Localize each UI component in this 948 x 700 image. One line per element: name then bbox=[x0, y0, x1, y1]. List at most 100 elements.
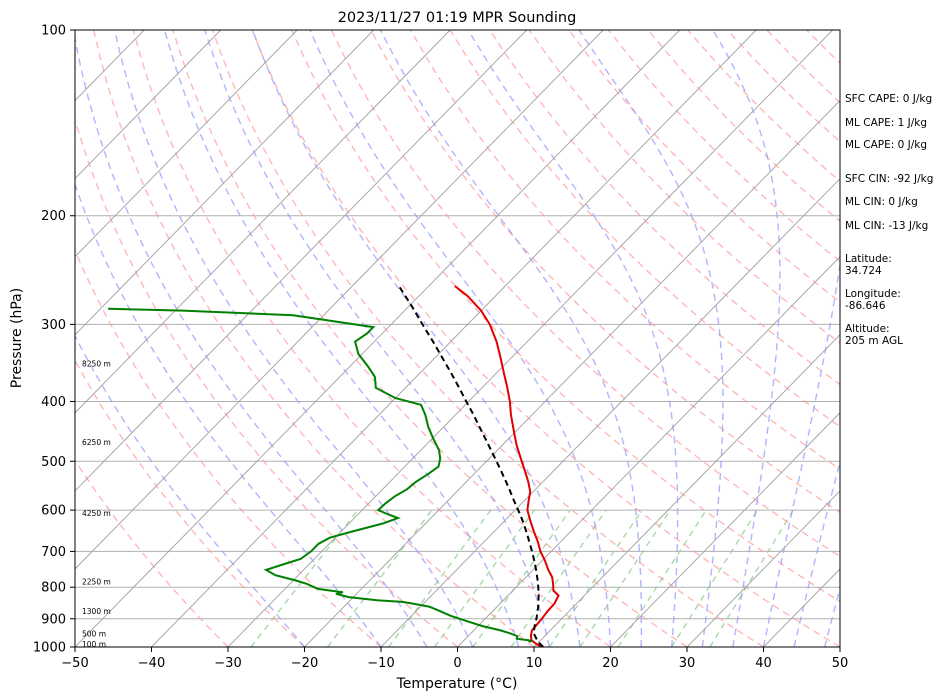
moist-adiabat-line bbox=[467, 30, 679, 647]
isotherm-line bbox=[75, 30, 298, 258]
height-label: 2250 m bbox=[82, 577, 111, 586]
x-tick-label: −40 bbox=[138, 656, 165, 671]
x-tick-label: −20 bbox=[291, 656, 318, 671]
longitude-value: -86.646 bbox=[845, 300, 886, 312]
y-tick-label: 800 bbox=[41, 581, 66, 596]
x-tick-label: 20 bbox=[602, 656, 619, 671]
isotherm-line bbox=[75, 30, 374, 336]
dry-adiabat-line bbox=[75, 358, 305, 647]
y-axis-title: Pressure (hPa) bbox=[9, 288, 25, 388]
dry-adiabat-line bbox=[409, 30, 840, 471]
latitude-value: 34.724 bbox=[845, 265, 882, 277]
dry-adiabat-line bbox=[211, 30, 764, 647]
y-tick-label: 700 bbox=[41, 545, 66, 560]
dry-adiabat-line bbox=[330, 30, 840, 558]
dry-adiabat-line bbox=[132, 30, 611, 647]
y-tick-label: 900 bbox=[41, 612, 66, 627]
reference-lines bbox=[75, 30, 840, 647]
x-tick-label: −50 bbox=[61, 656, 88, 671]
moist-adiabat-line bbox=[204, 30, 550, 647]
moist-adiabat-line bbox=[75, 34, 428, 647]
isotherm-line bbox=[75, 30, 451, 414]
stat-ml-cin: ML CIN: 0 J/kg bbox=[845, 196, 918, 208]
moist-adiabat-line bbox=[75, 334, 306, 647]
y-tick-label: 400 bbox=[41, 395, 66, 410]
moist-adiabat-line bbox=[113, 30, 474, 647]
y-tick-label: 500 bbox=[41, 455, 66, 470]
height-label: 100 m bbox=[82, 640, 106, 649]
mixing-ratio-line bbox=[579, 509, 671, 647]
moist-adiabat-line bbox=[251, 30, 581, 647]
y-tick-label: 200 bbox=[41, 209, 66, 224]
dry-adiabat-line bbox=[568, 30, 840, 303]
moist-adiabat-line bbox=[712, 30, 781, 647]
isotherm-line bbox=[75, 30, 680, 647]
x-tick-label: 50 bbox=[832, 656, 849, 671]
x-tick-label: 30 bbox=[679, 656, 696, 671]
mixing-ratio-line bbox=[617, 509, 707, 647]
x-tick-label: 0 bbox=[453, 656, 461, 671]
mixing-ratio-line bbox=[472, 509, 571, 647]
stats-panel: SFC CAPE: 0 J/kg ML CAPE: 1 J/kg ML CAPE… bbox=[845, 93, 933, 347]
y-tick-label: 600 bbox=[41, 504, 66, 519]
stat-sfc-cin: SFC CIN: -92 J/kg bbox=[845, 173, 933, 185]
dry-adiabat-line bbox=[75, 117, 458, 647]
isotherm-line bbox=[75, 30, 221, 180]
isotherm-line bbox=[610, 412, 840, 647]
isotherm-line bbox=[380, 177, 840, 647]
height-label: 4250 m bbox=[82, 509, 111, 518]
stat-sfc-cape: SFC CAPE: 0 J/kg bbox=[845, 93, 932, 105]
altitude-value: 205 m AGL bbox=[845, 335, 903, 347]
dry-adiabat-line bbox=[75, 459, 229, 647]
moist-adiabat-line bbox=[75, 182, 382, 647]
y-tick-label: 1000 bbox=[33, 641, 66, 656]
y-tick-label: 300 bbox=[41, 318, 66, 333]
dewpoint-line bbox=[108, 307, 533, 643]
x-tick-label: −10 bbox=[367, 656, 394, 671]
mixing-ratio-line bbox=[388, 509, 492, 647]
isotherm-line bbox=[686, 490, 840, 647]
moist-adiabat-line bbox=[163, 30, 520, 647]
x-tick-label: 10 bbox=[526, 656, 543, 671]
latitude-label: Latitude: bbox=[845, 253, 892, 265]
chart-title: 2023/11/27 01:19 MPR Sounding bbox=[338, 10, 577, 26]
altitude-label: Altitude: bbox=[845, 323, 890, 335]
dry-adiabat-line bbox=[75, 248, 382, 647]
sounding-series bbox=[108, 285, 560, 647]
mixing-ratio-line bbox=[510, 509, 607, 647]
moist-adiabat-line bbox=[762, 260, 840, 647]
moist-adiabat-line bbox=[578, 30, 724, 647]
y-tick-label: 100 bbox=[41, 24, 66, 39]
longitude-label: Longitude: bbox=[845, 288, 901, 300]
height-label: 6250 m bbox=[82, 438, 111, 447]
dry-adiabat-line bbox=[251, 30, 840, 647]
moist-adiabat-line bbox=[309, 30, 612, 647]
moist-adiabat-line bbox=[379, 30, 642, 647]
x-axis: −50 −40 −30 −20 −10 0 10 20 30 40 50 bbox=[61, 647, 848, 671]
isotherm-line bbox=[304, 99, 840, 647]
isotherm-line bbox=[151, 30, 757, 647]
mixing-ratio-line bbox=[250, 509, 359, 647]
dry-adiabat-line bbox=[93, 30, 535, 647]
isotherm-line bbox=[227, 30, 833, 647]
mixing-ratio-line bbox=[548, 509, 643, 647]
isotherm-line bbox=[533, 334, 840, 647]
stat-ml-cape-2: ML CAPE: 0 J/kg bbox=[845, 139, 927, 151]
dry-adiabat-line bbox=[528, 30, 840, 344]
dry-adiabat-line bbox=[172, 30, 688, 647]
x-axis-title: Temperature (°C) bbox=[396, 676, 518, 692]
mixing-ratio-line bbox=[709, 509, 794, 647]
mixing-ratio-line bbox=[671, 509, 758, 647]
y-axis: 100 200 300 400 500 600 700 800 900 1000 bbox=[33, 24, 75, 656]
dry-adiabat-line bbox=[291, 30, 840, 603]
parcel-profile-line bbox=[398, 285, 544, 647]
isotherm-line bbox=[75, 30, 527, 492]
stat-ml-cape: ML CAPE: 1 J/kg bbox=[845, 117, 927, 129]
height-label: 8250 m bbox=[82, 359, 111, 368]
dry-adiabat-line bbox=[370, 30, 840, 514]
x-tick-label: 40 bbox=[755, 656, 772, 671]
stat-ml-cin-2: ML CIN: -13 J/kg bbox=[845, 220, 928, 232]
